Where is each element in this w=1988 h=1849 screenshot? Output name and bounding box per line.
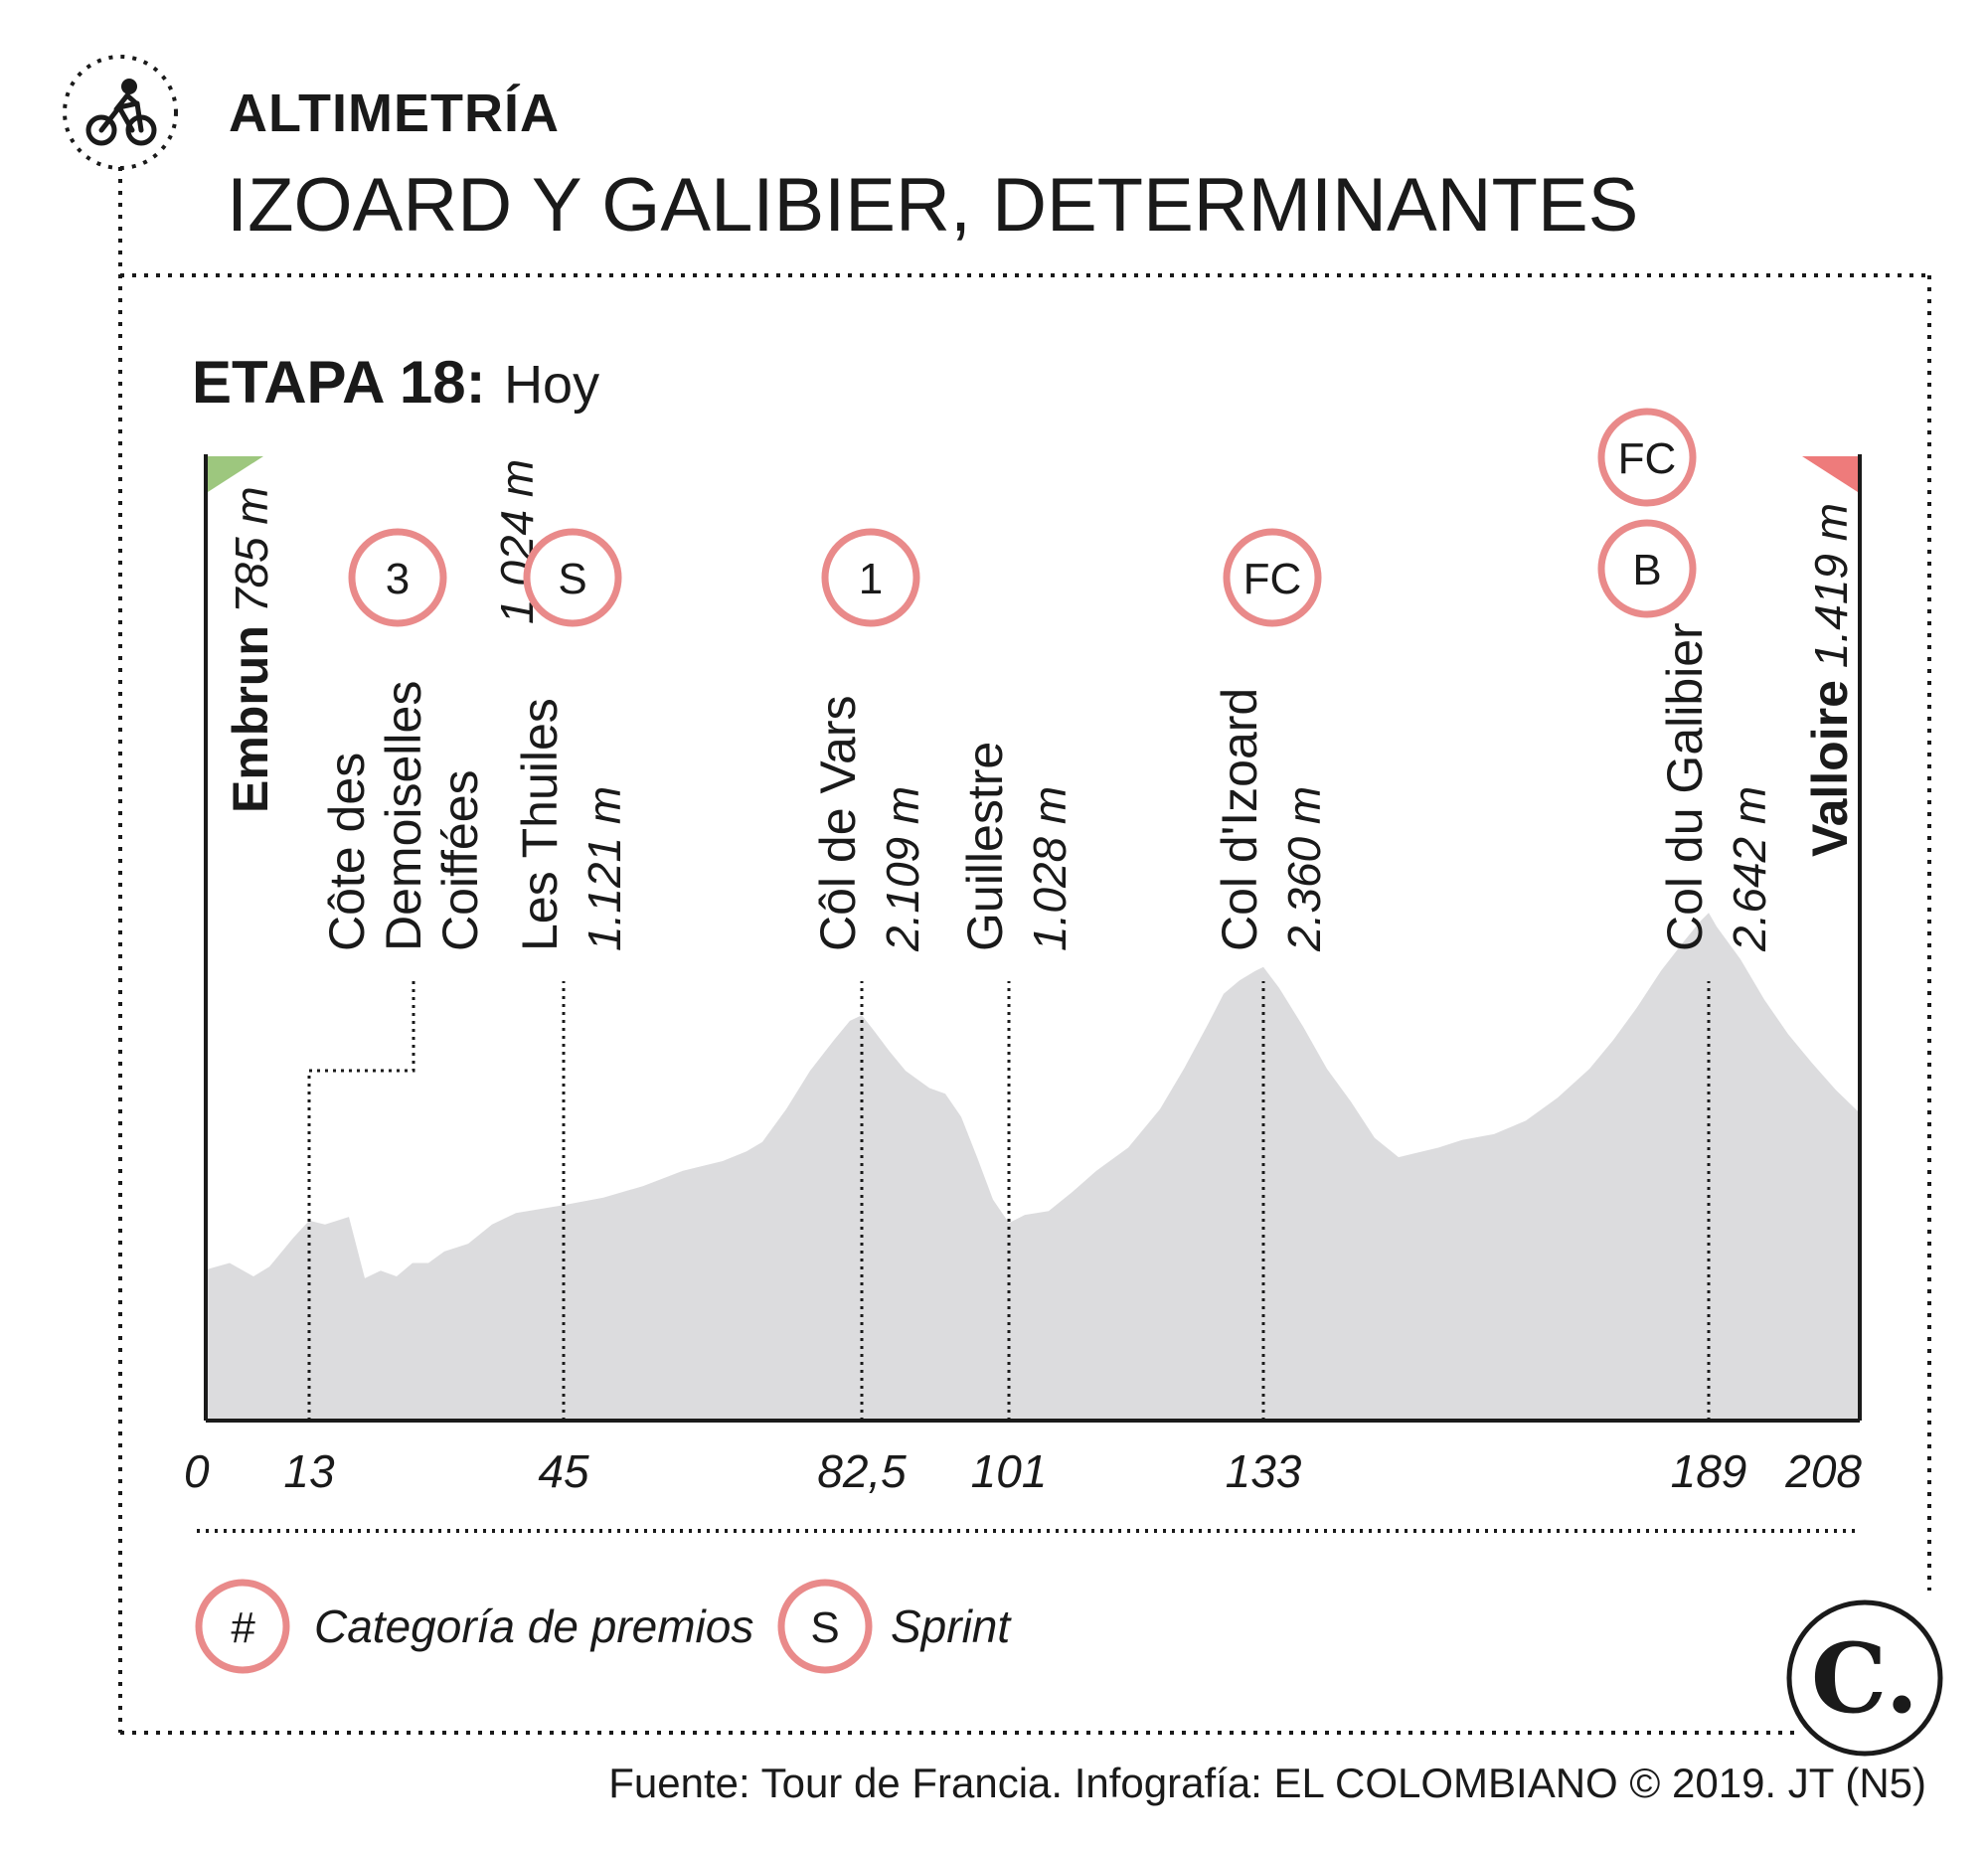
legend-item-category: # Categoría de premios	[195, 1579, 753, 1674]
legend-label-sprint: Sprint	[891, 1600, 1012, 1652]
frame	[118, 167, 1931, 1735]
pass-name: Guillestre	[957, 742, 1013, 951]
start-altitude: 785 m	[226, 486, 277, 613]
pass-altitude: 2.109 m	[877, 786, 928, 952]
pass-altitude: 1.121 m	[579, 786, 630, 951]
el-colombiano-logo: C.	[1786, 1599, 1943, 1757]
finish-label: Valloire 1.419 m	[1802, 503, 1858, 857]
finish-altitude: 1.419 m	[1805, 503, 1857, 668]
leader-line	[307, 981, 415, 1421]
pass-name: Col d'Izoard	[1212, 688, 1267, 951]
x-tick-label: 189	[1671, 1445, 1747, 1497]
pass-name: Col du Galibier	[1657, 622, 1713, 951]
pass-altitude: 2.360 m	[1278, 786, 1330, 952]
marker-ring	[348, 528, 447, 627]
elevation-profile	[206, 913, 1860, 1421]
x-tick-label: 45	[538, 1445, 589, 1497]
cyclist-icon	[63, 55, 178, 170]
category-markers: 3 S 1 FC B FC	[348, 408, 1697, 627]
legend-item-sprint: S Sprint	[777, 1579, 1012, 1674]
pass-name-line: Coiffées	[432, 769, 488, 951]
pass-name-line: Côte des	[319, 753, 375, 951]
marker-label: B	[1632, 546, 1661, 594]
legend-label-category: Categoría de premios	[314, 1600, 753, 1652]
category-marker: 3	[348, 528, 447, 627]
category-marker: FC	[1223, 528, 1322, 627]
marker-ring	[1597, 519, 1697, 618]
legend-marker-sprint	[777, 1579, 873, 1674]
finish-flag	[1802, 456, 1858, 492]
pass-altitude: 1.028 m	[1024, 786, 1076, 951]
pass-labels: Embrun 785 m Côte des Demoiselles Coiffées 1.…	[223, 459, 1858, 952]
category-marker: S	[523, 528, 622, 627]
marker-ring	[1597, 408, 1697, 507]
legend: # Categoría de premios S Sprint	[195, 1579, 1012, 1674]
marker-label: S	[558, 555, 586, 603]
x-tick-label: 208	[1784, 1445, 1862, 1497]
legend-marker-category	[195, 1579, 290, 1674]
headline: IZOARD Y GALIBIER, DETERMINANTES	[227, 163, 1638, 248]
start-finish-flags	[208, 456, 1858, 492]
marker-label: 3	[386, 555, 410, 603]
stage-number: ETAPA 18:	[192, 349, 486, 416]
marker-label: FC	[1618, 434, 1677, 483]
marker-ring	[1223, 528, 1322, 627]
marker-ring	[821, 528, 920, 627]
pass-name: Côl de Vars	[810, 695, 866, 951]
pass-name-line: Demoiselles	[376, 681, 431, 951]
start-flag	[208, 456, 263, 492]
start-label: Embrun 785 m	[223, 486, 278, 813]
marker-label: 1	[859, 555, 883, 603]
x-tick-label: 0	[184, 1445, 210, 1497]
legend-symbol-sprint: S	[810, 1603, 839, 1652]
pass-altitude: 2.642 m	[1724, 786, 1775, 952]
x-tick-labels: 0 13 45 82,5 101 133 189 208	[184, 1445, 1862, 1497]
kicker: ALTIMETRÍA	[229, 84, 560, 143]
finish-town: Valloire	[1802, 680, 1858, 857]
marker-ring	[523, 528, 622, 627]
logo-text: C.	[1811, 1622, 1918, 1735]
pass-name: Les Thuiles	[512, 698, 568, 951]
x-tick-label: 101	[971, 1445, 1048, 1497]
legend-symbol-category: #	[231, 1603, 255, 1652]
category-marker: 1	[821, 528, 920, 627]
x-tick-label: 82,5	[817, 1445, 907, 1497]
x-tick-label: 133	[1226, 1445, 1302, 1497]
stage-day: Hoy	[504, 355, 599, 415]
x-tick-label: 13	[283, 1445, 335, 1497]
category-marker: FC	[1597, 408, 1697, 507]
start-town: Embrun	[223, 625, 278, 813]
marker-label: FC	[1243, 555, 1302, 603]
pass-leader-lines	[307, 981, 1711, 1421]
stage-label-line: ETAPA 18: Hoy	[192, 349, 599, 416]
source-credit: Fuente: Tour de Francia. Infografía: EL …	[608, 1760, 1926, 1806]
category-marker: B	[1597, 519, 1697, 618]
